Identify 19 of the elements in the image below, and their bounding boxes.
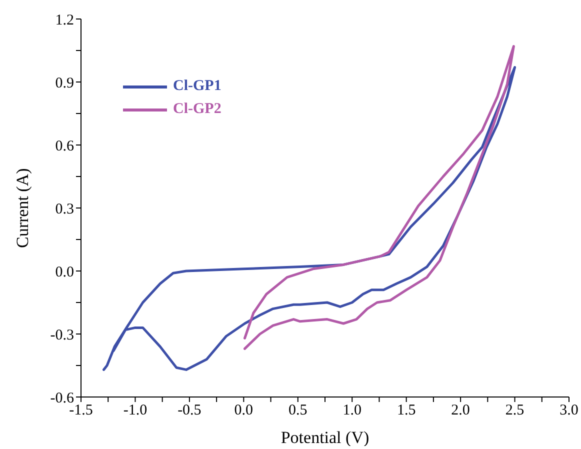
x-tick-label: 2.5 — [505, 402, 524, 419]
y-tick-label: 0.0 — [55, 264, 74, 280]
x-tick-label: 0.5 — [288, 402, 308, 419]
x-tick-label: 3.0 — [560, 402, 578, 419]
x-tick-label: 2.0 — [451, 402, 470, 419]
y-axis-title: Current (A) — [13, 168, 32, 248]
x-tick-label: 0.0 — [234, 402, 254, 419]
y-tick-label: 0.9 — [55, 75, 74, 92]
legend-label: Cl-GP1 — [173, 78, 222, 95]
x-tick-label: 1.5 — [396, 402, 416, 419]
line-series — [244, 45, 515, 350]
x-tick-label: -0.5 — [178, 402, 202, 419]
y-tick-label: 1.2 — [55, 12, 74, 28]
legend-label: Cl-GP2 — [173, 101, 222, 118]
x-tick-label: -1.0 — [123, 402, 148, 419]
y-tick-label: -0.3 — [50, 327, 74, 344]
y-tick-label: 0.3 — [55, 201, 74, 218]
y-tick-label: 0.6 — [55, 138, 74, 154]
x-tick-label: 1.0 — [342, 402, 362, 419]
